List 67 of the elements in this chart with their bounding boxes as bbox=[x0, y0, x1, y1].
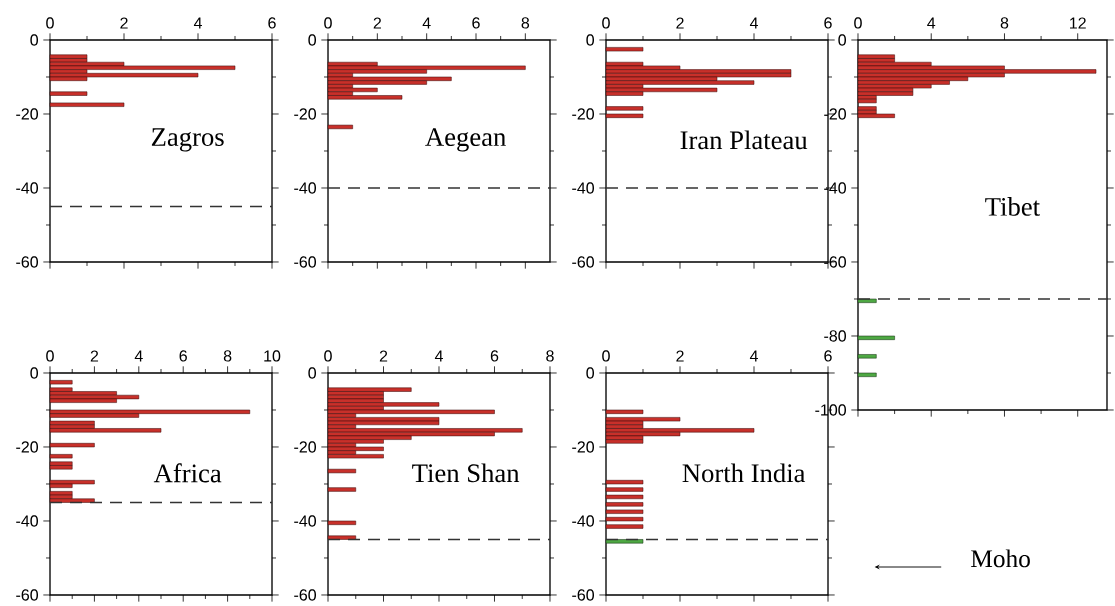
y-tick-label: 0 bbox=[308, 34, 317, 46]
x-tick-label: 6 bbox=[268, 17, 276, 29]
x-tick-label: 2 bbox=[120, 17, 128, 29]
y-tick-label: -20 bbox=[16, 108, 39, 120]
y-tick-label: 0 bbox=[308, 367, 317, 379]
y-tick-label: 0 bbox=[30, 34, 39, 46]
y-tick-label: -20 bbox=[572, 441, 595, 453]
y-tick-label: -80 bbox=[824, 330, 846, 342]
x-tick-label: 8 bbox=[1000, 17, 1009, 29]
x-tick-label: 0 bbox=[46, 350, 54, 362]
x-tick-label: 2 bbox=[90, 350, 99, 362]
y-tick-label: -40 bbox=[572, 182, 595, 194]
y-tick-label: 0 bbox=[30, 367, 39, 379]
x-tick-label: 0 bbox=[324, 17, 332, 29]
y-tick-label: -40 bbox=[16, 515, 39, 527]
x-tick-label: 4 bbox=[434, 350, 443, 362]
x-tick-label: 0 bbox=[602, 350, 610, 362]
x-tick-label: 4 bbox=[749, 350, 758, 362]
x-tick-label: 8 bbox=[223, 350, 232, 362]
text: Tien Shan bbox=[412, 463, 520, 483]
y-tick-label: 0 bbox=[586, 34, 595, 46]
y-tick-label: -40 bbox=[16, 182, 39, 194]
text: Africa bbox=[153, 463, 222, 483]
y-tick-label: -60 bbox=[824, 256, 846, 268]
y-tick-label: -60 bbox=[16, 256, 39, 268]
x-tick-label: 8 bbox=[521, 17, 530, 29]
x-tick-label: 6 bbox=[472, 17, 480, 29]
text: Tibet bbox=[985, 197, 1040, 216]
x-tick-label: 12 bbox=[1070, 17, 1086, 29]
y-tick-label: 0 bbox=[838, 34, 846, 46]
x-tick-label: 0 bbox=[854, 17, 862, 29]
x-tick-label: 2 bbox=[373, 17, 381, 29]
x-tick-label: 6 bbox=[179, 350, 187, 362]
x-tick-label: 10 bbox=[264, 350, 281, 362]
y-tick-label: -20 bbox=[294, 108, 317, 120]
y-tick-label: -60 bbox=[294, 589, 317, 601]
x-tick-label: 2 bbox=[676, 350, 684, 362]
x-tick-label: 0 bbox=[324, 350, 332, 362]
y-tick-label: -60 bbox=[16, 589, 39, 601]
x-tick-label: 6 bbox=[824, 17, 832, 29]
text: Moho bbox=[971, 549, 1030, 568]
text: Aegean bbox=[425, 128, 506, 152]
x-tick-label: 4 bbox=[749, 17, 758, 29]
y-tick-label: -20 bbox=[572, 108, 595, 120]
x-tick-label: 0 bbox=[46, 17, 54, 29]
text: North India bbox=[682, 463, 806, 483]
x-tick-label: 4 bbox=[134, 350, 143, 362]
x-tick-label: 2 bbox=[676, 17, 684, 29]
y-tick-label: -40 bbox=[294, 182, 317, 194]
x-tick-label: 6 bbox=[824, 350, 832, 362]
text: Iran Plateau bbox=[680, 130, 808, 150]
y-tick-label: -20 bbox=[16, 441, 39, 453]
y-tick-label: 0 bbox=[586, 367, 595, 379]
x-tick-label: 6 bbox=[490, 350, 499, 362]
y-tick-label: -60 bbox=[294, 256, 317, 268]
x-tick-label: 8 bbox=[546, 350, 554, 362]
y-tick-label: -60 bbox=[572, 589, 595, 601]
x-tick-label: 0 bbox=[602, 17, 610, 29]
x-tick-label: 4 bbox=[422, 17, 431, 29]
x-tick-label: 4 bbox=[927, 17, 936, 29]
y-tick-label: -40 bbox=[294, 515, 317, 527]
y-tick-label: -40 bbox=[572, 515, 595, 527]
y-tick-label: -20 bbox=[294, 441, 317, 453]
y-tick-label: -60 bbox=[572, 256, 595, 268]
x-tick-label: 2 bbox=[379, 350, 388, 362]
text: Zagros bbox=[151, 128, 224, 152]
x-tick-label: 4 bbox=[193, 17, 202, 29]
